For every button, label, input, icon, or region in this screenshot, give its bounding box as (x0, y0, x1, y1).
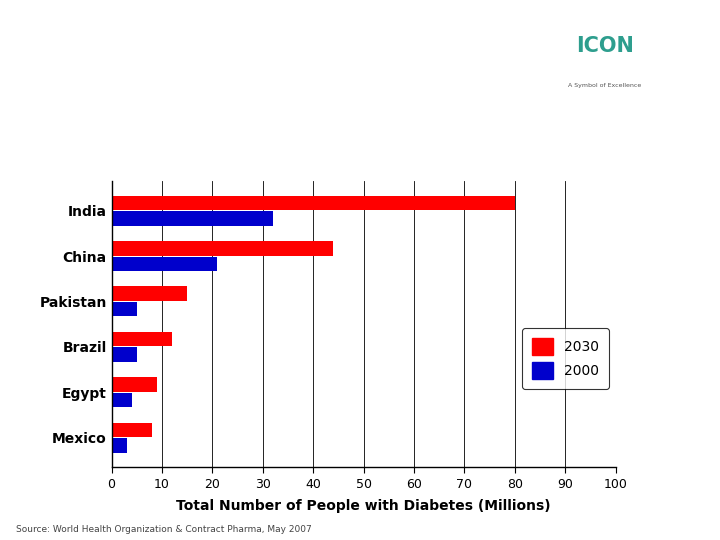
Bar (112, 302, 137, 316)
Bar (112, 393, 132, 407)
Bar (112, 256, 217, 271)
Bar (112, 241, 333, 255)
FancyBboxPatch shape (504, 16, 706, 97)
Bar (112, 211, 273, 226)
Bar (112, 423, 152, 437)
Text: CONTINUES: CONTINUES (36, 66, 153, 84)
Text: A Symbol of Excellence: A Symbol of Excellence (568, 83, 642, 89)
Text: Diabetes Estimates in Emerging Countries: Diabetes Estimates in Emerging Countries (16, 117, 378, 132)
Bar (112, 332, 172, 346)
Bar (112, 347, 137, 362)
Text: ICON: ICON (576, 36, 634, 56)
Text: Source: World Health Organization & Contract Pharma, May 2007: Source: World Health Organization & Cont… (16, 524, 312, 534)
X-axis label: Total Number of People with Diabetes (Millions): Total Number of People with Diabetes (Mi… (176, 499, 551, 513)
Legend: 2030, 2000: 2030, 2000 (522, 328, 608, 389)
Bar (112, 195, 515, 210)
Bar (112, 287, 187, 301)
Text: THE JOURNEY: THE JOURNEY (36, 32, 121, 45)
Bar (112, 438, 127, 453)
Bar (112, 377, 157, 392)
